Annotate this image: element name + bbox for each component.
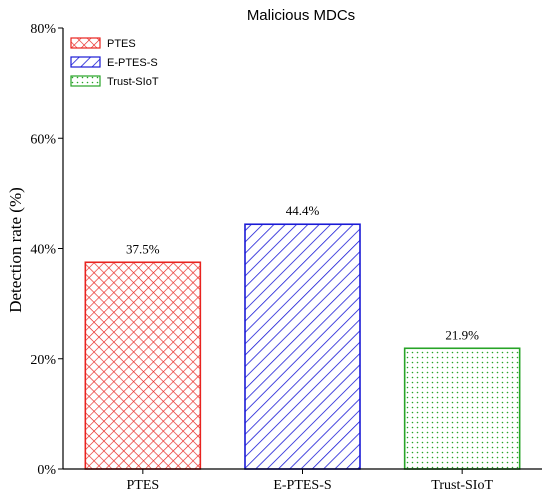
x-tick-label: E-PTES-S [273,478,331,493]
y-axis-ticks: 0% 20% 40% 60% 80% [30,22,63,478]
bar-data-labels: 37.5% 44.4% 21.9% [126,203,479,342]
y-tick-label: 0% [37,463,56,478]
legend-label: PTES [107,38,136,50]
x-axis-ticks: PTES E-PTES-S Trust-SIoT [126,469,493,493]
legend-label: E-PTES-S [107,57,158,69]
y-tick-label: 80% [30,22,56,37]
legend: PTES E-PTES-S Trust-SIoT [70,37,159,88]
bar-e-ptes-s [244,223,361,470]
y-tick-label: 60% [30,132,56,147]
chart-title: Malicious MDCs [247,7,355,24]
y-axis-label: Detection rate (%) [6,187,25,313]
bar-value-label: 21.9% [445,327,479,342]
y-tick-label: 20% [30,353,56,368]
bar-trust-siot [403,347,521,470]
legend-swatch [70,37,101,49]
y-tick-label: 40% [30,243,56,258]
legend-swatch [70,75,101,87]
bar-ptes [84,261,202,470]
bar-value-label: 37.5% [126,241,160,256]
x-tick-label: PTES [126,478,159,493]
bars [84,223,521,470]
legend-label: Trust-SIoT [107,76,159,88]
legend-swatch [70,56,101,68]
bar-value-label: 44.4% [286,203,320,218]
x-tick-label: Trust-SIoT [431,478,493,493]
